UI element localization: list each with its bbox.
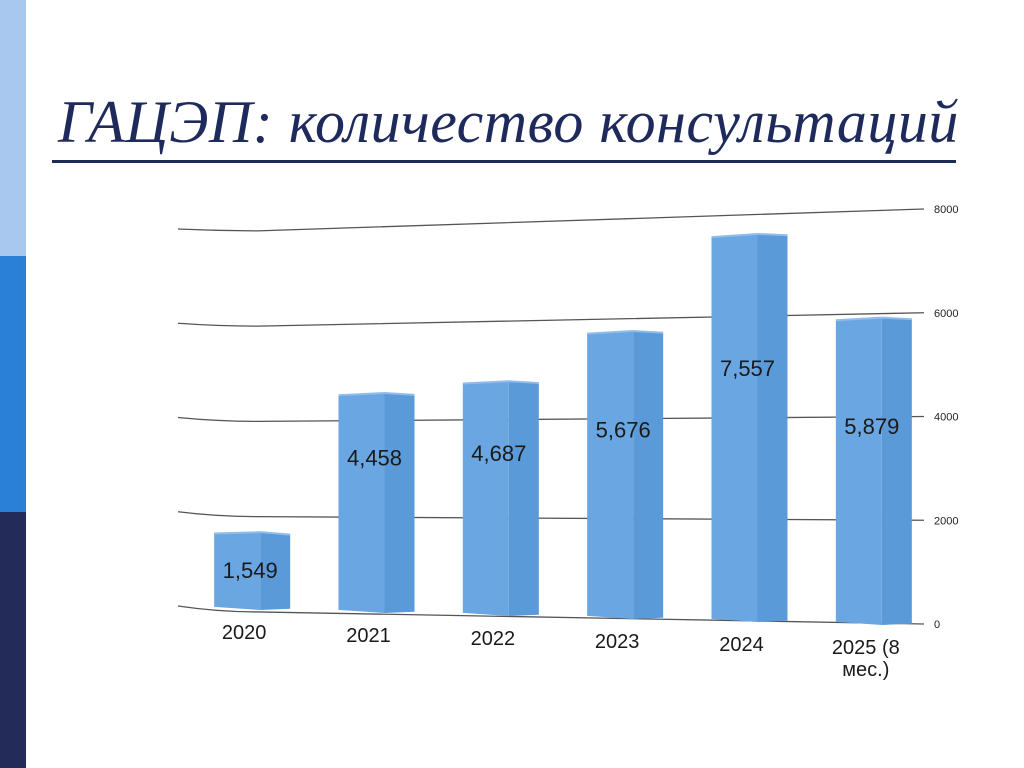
accent-bar-dark [0,512,26,768]
bar [462,380,539,616]
x-tick-label-line: 2022 [471,628,516,650]
x-tick-label-line: 2025 (8 [832,637,900,659]
bar-side-face [508,381,539,616]
bar-side-face [384,393,415,613]
bar-side-face [757,233,788,622]
x-tick-label: 2022 [471,628,516,650]
gridline [177,511,925,521]
accent-bar-light [0,0,26,256]
x-tick-label: 2020 [222,622,267,644]
bar-front-face [587,331,634,619]
x-tick-label: 2023 [595,631,640,653]
title-underline [52,160,956,163]
bar-top-edge [214,531,291,536]
gridline [177,312,925,327]
x-tick-label-line: 2021 [346,625,391,647]
data-label: 1,549 [223,558,278,583]
slide-title: ГАЦЭП: количество консультаций [58,89,959,155]
y-tick-label: 2000 [934,515,958,527]
x-axis-labels: 2020 2021 2022 2023 2024 2025 (8 мес.) [222,622,900,681]
data-label: 5,879 [844,414,899,439]
y-tick-label: 8000 [934,204,958,216]
accent-bar-mid [0,256,26,512]
data-label: 4,687 [471,441,526,466]
bar-side-face [260,532,291,610]
bar-side-face [633,331,664,619]
bars [214,232,912,625]
y-axis-ticks: 0 2000 4000 6000 8000 [934,204,958,631]
data-label: 5,676 [596,418,651,443]
data-label: 7,557 [720,356,775,381]
x-tick-label: 2021 [346,625,391,647]
y-tick-label: 0 [934,619,940,631]
bar-top-edge [835,316,912,322]
bar-side-face [881,317,912,625]
x-tick-label-line: 2024 [719,634,764,656]
data-label: 4,458 [347,446,402,471]
x-tick-label-line: мес.) [842,659,889,681]
bar-front-face [835,317,882,625]
x-tick-label: 2025 (8 мес.) [832,637,900,681]
bar [214,531,291,610]
gridlines [177,208,925,625]
bar [835,316,912,625]
x-tick-label: 2024 [719,634,764,656]
bar [711,232,788,622]
x-tick-label-line: 2020 [222,622,267,644]
bar-front-face [711,233,758,622]
bar-top-edge [711,232,788,239]
bar-front-face [338,393,385,613]
gridline [177,415,925,423]
gridline [177,208,925,232]
bar-top-edge [587,330,664,335]
y-tick-label: 4000 [934,412,958,424]
data-labels: 1,549 4,458 4,687 5,676 7,557 5,879 [223,356,900,583]
bar [338,392,415,613]
gridline [177,605,925,625]
bar-top-edge [462,380,539,385]
bar-front-face [214,532,261,610]
bar-front-face [462,381,509,616]
x-tick-label-line: 2023 [595,631,640,653]
y-tick-label: 6000 [934,308,958,320]
bar-top-edge [338,392,415,397]
bar [587,330,664,619]
